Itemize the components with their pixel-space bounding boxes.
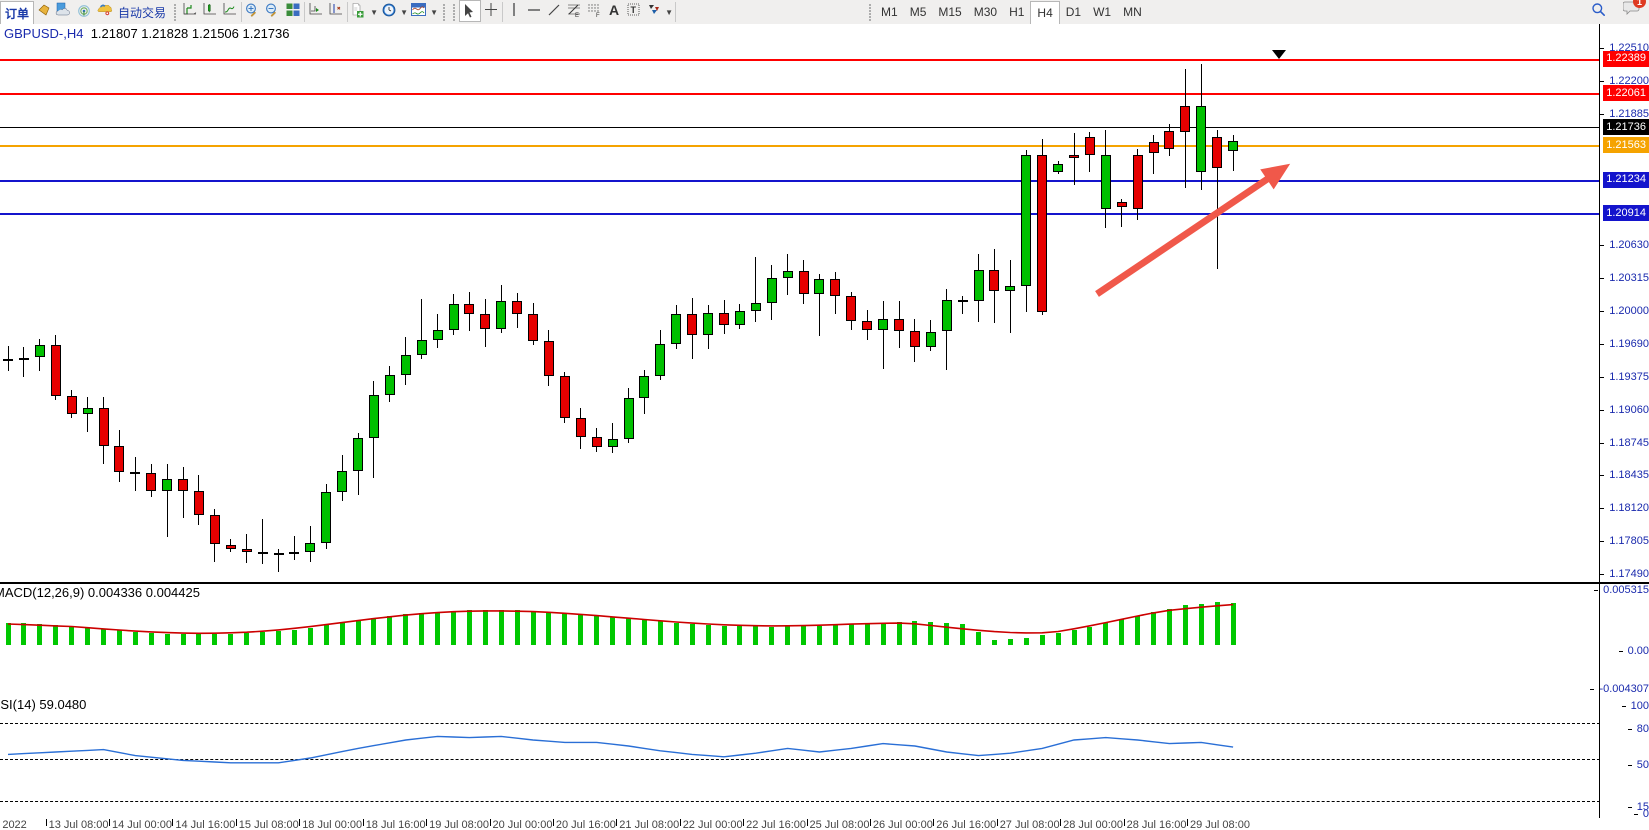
- svg-text:T: T: [631, 5, 637, 15]
- svg-text:F: F: [596, 13, 600, 18]
- svg-text:E: E: [575, 13, 579, 18]
